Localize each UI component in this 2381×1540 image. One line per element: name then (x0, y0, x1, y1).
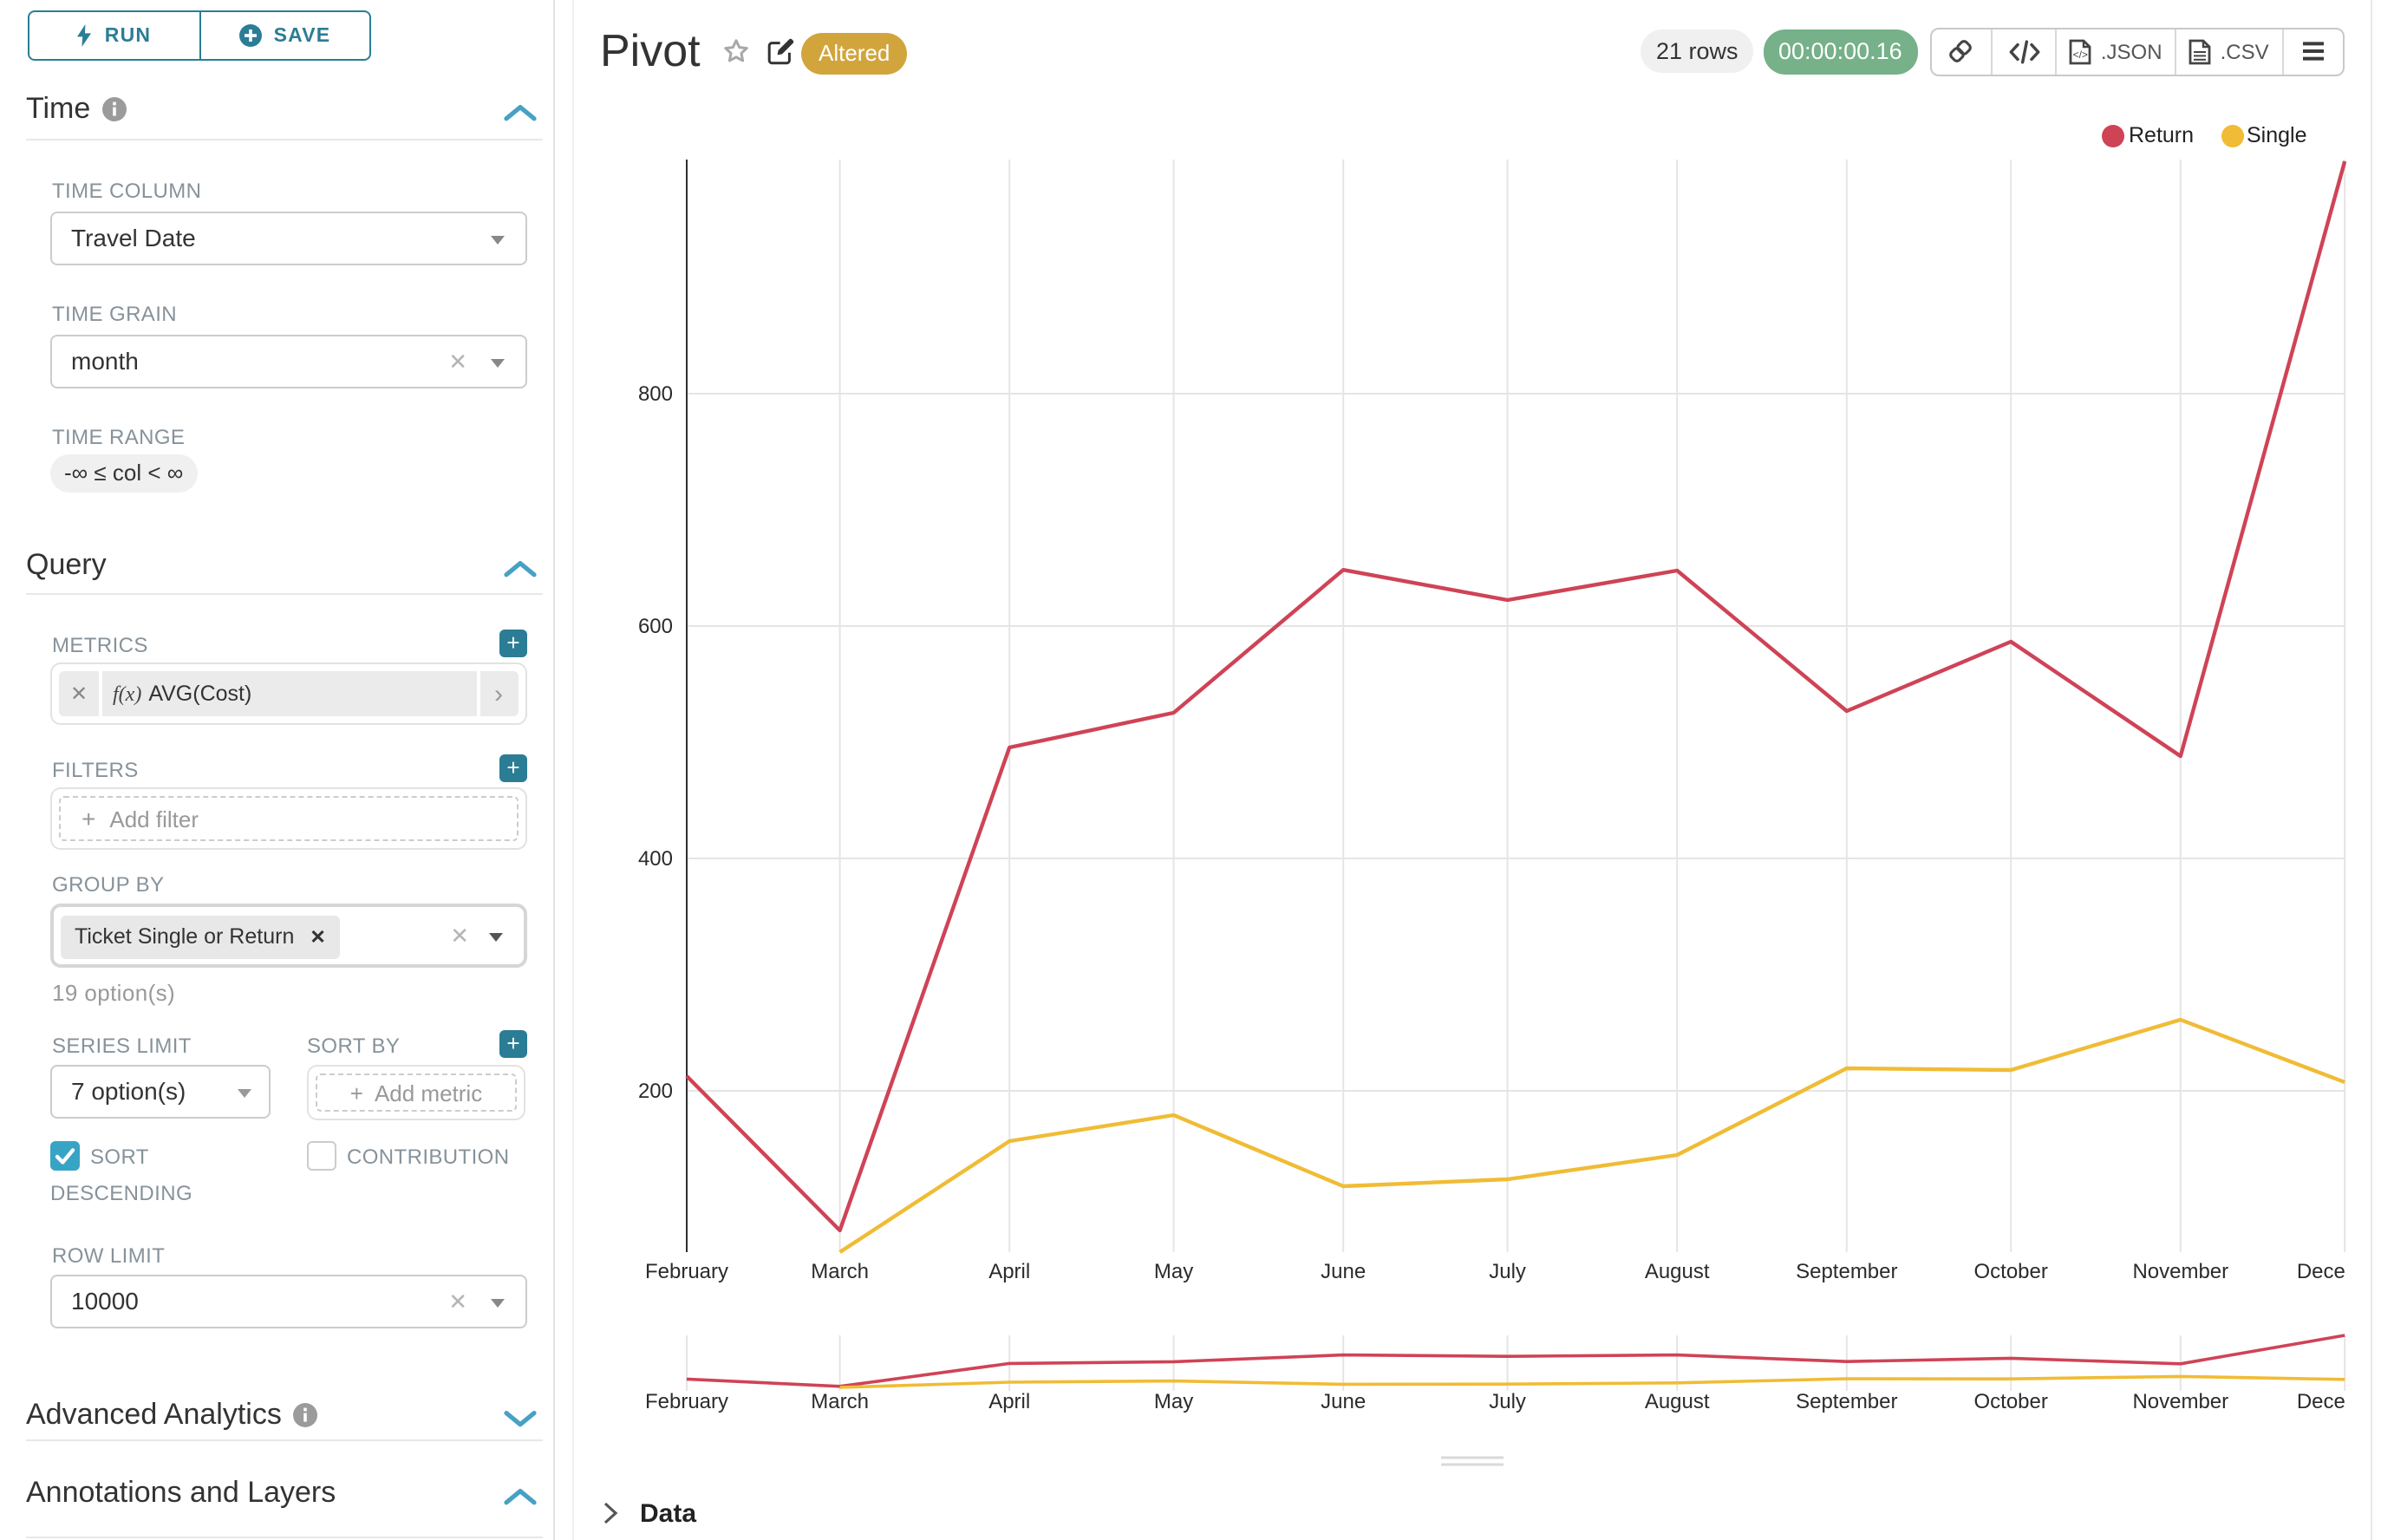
svg-text:March: March (811, 1260, 869, 1283)
svg-text:November: November (2132, 1390, 2228, 1413)
svg-text:October: October (1974, 1260, 2048, 1283)
svg-text:June: June (1321, 1390, 1366, 1413)
svg-text:March: March (811, 1390, 869, 1413)
svg-text:May: May (1154, 1390, 1193, 1413)
svg-text:September: September (1796, 1390, 1897, 1413)
svg-text:</>: </> (2073, 48, 2088, 60)
svg-text:December: December (2297, 1260, 2346, 1283)
svg-text:August: August (1645, 1260, 1710, 1283)
svg-text:Data: Data (640, 1499, 696, 1528)
svg-text:August: August (1645, 1390, 1710, 1413)
svg-text:February: February (645, 1260, 728, 1283)
svg-text:600: 600 (638, 615, 673, 638)
svg-text:December: December (2297, 1390, 2346, 1413)
svg-text:April: April (988, 1390, 1030, 1413)
svg-text:September: September (1796, 1260, 1897, 1283)
svg-text:November: November (2132, 1260, 2228, 1283)
svg-text:200: 200 (638, 1080, 673, 1103)
svg-text:July: July (1489, 1260, 1526, 1283)
svg-text:400: 400 (638, 847, 673, 871)
svg-text:April: April (988, 1260, 1030, 1283)
svg-text:May: May (1154, 1260, 1193, 1283)
svg-text:October: October (1974, 1390, 2048, 1413)
svg-text:July: July (1489, 1390, 1526, 1413)
svg-text:February: February (645, 1390, 728, 1413)
svg-text:800: 800 (638, 382, 673, 406)
svg-text:June: June (1321, 1260, 1366, 1283)
